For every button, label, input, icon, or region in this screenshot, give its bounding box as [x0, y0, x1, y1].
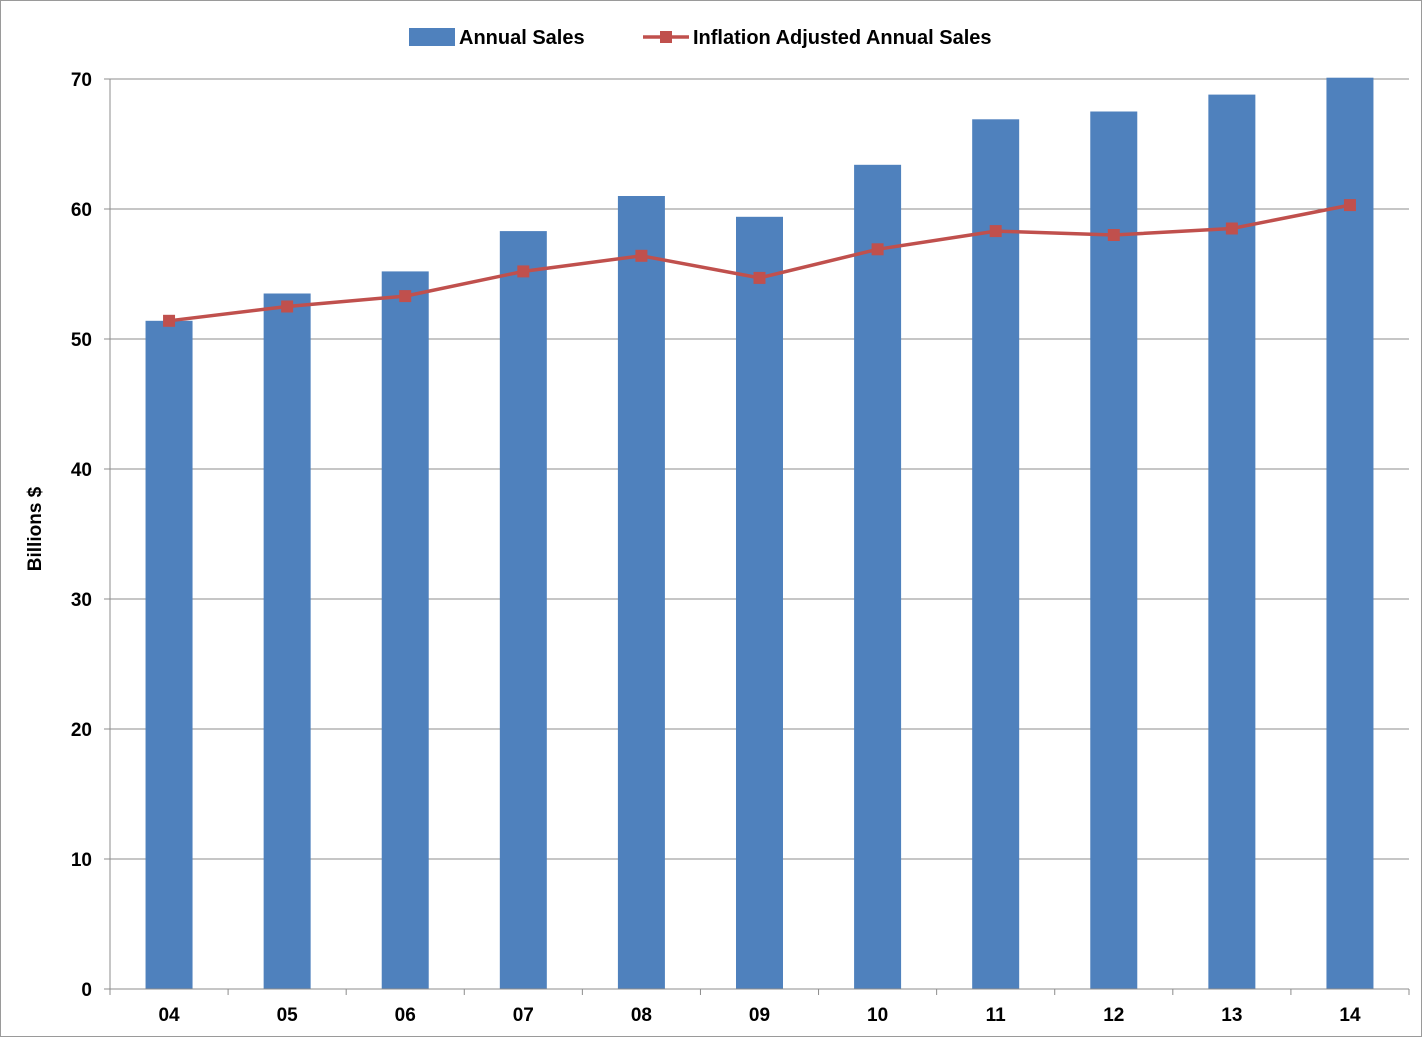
point-11[interactable]	[989, 225, 1002, 238]
point-08[interactable]	[635, 249, 648, 262]
point-12[interactable]	[1107, 229, 1120, 241]
y-tick-label: 70	[71, 70, 92, 91]
point-10[interactable]	[871, 243, 884, 256]
y-tick-label: 10	[71, 850, 92, 871]
y-axis-title: Billions $	[25, 486, 46, 571]
point-07[interactable]	[517, 265, 530, 278]
y-tick-label: 30	[71, 590, 92, 611]
bar-06[interactable]	[381, 271, 429, 989]
x-tick-label: 07	[513, 1005, 534, 1026]
point-13[interactable]	[1225, 222, 1238, 235]
x-tick-label: 10	[867, 1005, 888, 1026]
point-14[interactable]	[1343, 199, 1356, 212]
bar-14[interactable]	[1326, 77, 1374, 989]
x-tick-label: 05	[277, 1005, 299, 1026]
point-04[interactable]	[163, 314, 176, 327]
x-tick-label: 14	[1339, 1005, 1361, 1026]
x-tick-label: 12	[1103, 1005, 1124, 1026]
y-tick-label: 40	[71, 460, 92, 481]
x-tick-label: 13	[1221, 1005, 1242, 1026]
legend-swatch-inflation-marker	[660, 31, 672, 43]
legend-label-inflation: Inflation Adjusted Annual Sales	[693, 27, 992, 49]
point-09[interactable]	[753, 271, 766, 284]
legend[interactable]: Annual Sales Inflation Adjusted Annual Sa…	[409, 27, 992, 49]
bar-13[interactable]	[1208, 94, 1256, 990]
bar-09[interactable]	[736, 216, 783, 990]
tick-labels: 0 10 20 30 40 50 60 70 04 05 06 07 08 09 10 11 12 13 14	[71, 70, 1361, 1026]
bar-04[interactable]	[145, 320, 193, 989]
y-tick-label: 0	[81, 980, 92, 1001]
y-tick-label: 20	[71, 720, 92, 741]
x-tick-label: 06	[395, 1005, 416, 1026]
legend-swatch-annual-sales	[409, 28, 455, 46]
bar-07[interactable]	[499, 231, 547, 990]
y-tick-label: 60	[71, 200, 92, 221]
bar-05[interactable]	[263, 293, 311, 990]
bar-11[interactable]	[972, 119, 1020, 990]
x-tick-label: 11	[986, 1005, 1007, 1026]
bar-12[interactable]	[1090, 111, 1138, 990]
x-tick-label: 09	[749, 1005, 770, 1026]
bar-08[interactable]	[617, 196, 665, 989]
legend-label-annual-sales: Annual Sales	[459, 27, 585, 49]
bars	[145, 77, 1374, 990]
bar-10[interactable]	[854, 164, 902, 990]
x-tick-label: 08	[631, 1005, 652, 1026]
point-06[interactable]	[399, 290, 412, 303]
point-05[interactable]	[281, 300, 294, 313]
axes	[104, 78, 1410, 995]
line-series	[163, 199, 1356, 327]
x-tick-label: 04	[158, 1005, 180, 1026]
y-tick-label: 50	[71, 330, 92, 351]
